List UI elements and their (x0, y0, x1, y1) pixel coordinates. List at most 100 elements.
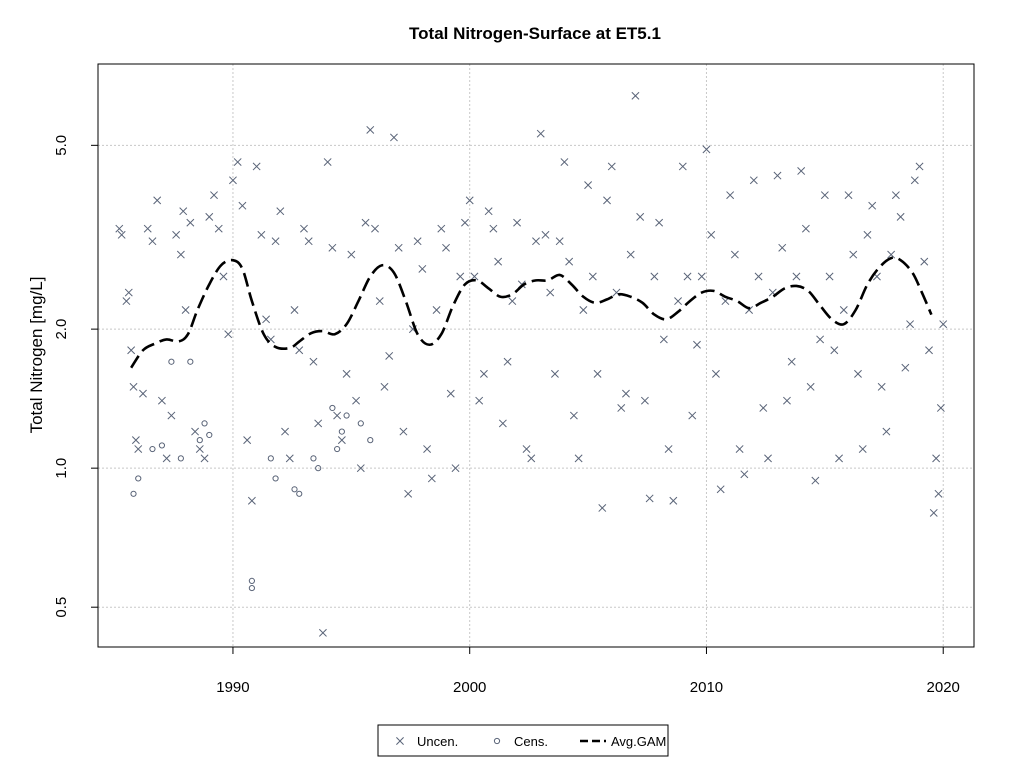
uncen-point-stroke (574, 454, 583, 463)
uncen-point (122, 297, 131, 306)
uncen-point-stroke (783, 396, 791, 405)
uncen-point (574, 454, 583, 463)
uncen-point (328, 243, 337, 252)
uncen-point-stroke (143, 224, 152, 233)
uncen-point (224, 330, 233, 339)
uncen-point-stroke (936, 404, 945, 412)
uncen-point (622, 389, 630, 398)
uncen-point-stroke (513, 218, 522, 227)
uncen-point-stroke (290, 306, 299, 314)
uncen-point-stroke (176, 250, 185, 259)
uncen-point-stroke (929, 508, 938, 517)
uncen-point-stroke (584, 181, 593, 190)
uncen-point-stroke (669, 496, 678, 505)
uncen-point (920, 257, 929, 266)
uncen-point (906, 320, 915, 329)
uncen-point-stroke (522, 445, 531, 453)
uncen-point-stroke (740, 470, 749, 479)
uncen-point (172, 230, 181, 239)
uncen-point-stroke (186, 218, 195, 227)
uncen-point-stroke (117, 230, 126, 239)
y-tick-label: 5.0 (53, 135, 70, 156)
uncen-point-stroke (674, 297, 683, 306)
cens-point (248, 577, 255, 585)
uncen-point (546, 288, 555, 297)
uncen-point (285, 454, 294, 463)
uncen-point (801, 224, 810, 233)
uncen-point-stroke (295, 346, 304, 355)
uncen-point (181, 306, 190, 314)
uncen-point-stroke (655, 218, 664, 227)
uncen-point (271, 237, 280, 246)
uncen-point (754, 272, 763, 281)
uncen-point (830, 346, 839, 355)
uncen-point (413, 237, 422, 246)
uncen-point-stroke (224, 330, 233, 339)
uncen-point-stroke (437, 224, 446, 233)
y-tick-label: 2.0 (53, 319, 70, 340)
uncen-point-stroke (532, 237, 540, 246)
uncen-point-stroke (588, 272, 597, 281)
uncen-point-stroke (555, 237, 564, 246)
uncen-point (176, 250, 185, 259)
uncen-point-stroke (868, 201, 877, 210)
uncen-point (494, 257, 503, 266)
uncen-point (932, 454, 941, 463)
uncen-point-stroke (906, 320, 915, 329)
cens-point (334, 445, 341, 453)
x-tick-label: 1990 (216, 679, 249, 696)
uncen-point (228, 176, 237, 185)
uncen-point-stroke (797, 167, 806, 175)
cens-point (267, 455, 274, 462)
uncen-point (361, 218, 370, 227)
uncen-point (210, 191, 218, 200)
uncen-point (124, 288, 133, 297)
uncen-point (195, 445, 204, 453)
cens-point (149, 445, 156, 453)
uncen-point-stroke (475, 396, 484, 405)
uncen-point-stroke (858, 445, 867, 453)
uncen-point (162, 454, 171, 463)
uncen-point (816, 335, 825, 344)
uncen-point (730, 250, 739, 259)
uncen-point-stroke (816, 335, 825, 344)
uncen-point (347, 250, 356, 259)
uncen-point (366, 125, 375, 134)
uncen-point (697, 272, 706, 281)
uncen-point (304, 237, 313, 246)
uncen-point (792, 272, 801, 281)
uncen-point (854, 369, 862, 378)
uncen-point (626, 250, 635, 259)
uncen-point-stroke (498, 419, 507, 428)
uncen-point-stroke (328, 243, 337, 252)
uncen-point-stroke (262, 315, 271, 324)
uncen-point (475, 396, 484, 405)
cens-point (187, 358, 194, 365)
uncen-point-stroke (882, 427, 891, 436)
uncen-point (337, 436, 346, 445)
uncen-point (309, 357, 318, 366)
uncen-point (131, 436, 140, 445)
uncen-point (797, 167, 806, 175)
uncen-point (115, 224, 124, 233)
uncen-point-stroke (479, 369, 488, 378)
uncen-point-stroke (281, 427, 289, 436)
uncen-point-stroke (697, 272, 706, 281)
uncen-point-stroke (181, 306, 190, 314)
uncen-point (716, 485, 725, 494)
legend-label-gam: Avg.GAM (611, 734, 666, 749)
uncen-point (252, 162, 261, 171)
uncen-point (925, 346, 933, 355)
uncen-point (934, 489, 943, 498)
uncen-point (560, 158, 569, 167)
uncen-point (636, 212, 645, 221)
uncen-point (262, 315, 271, 324)
uncen-point-stroke (932, 454, 941, 463)
uncen-point-stroke (361, 218, 370, 227)
uncen-point (936, 404, 945, 412)
uncen-point (380, 382, 389, 391)
uncen-point-stroke (645, 494, 654, 503)
uncen-point (929, 508, 938, 517)
uncen-point (371, 224, 379, 233)
uncen-point (399, 427, 408, 436)
